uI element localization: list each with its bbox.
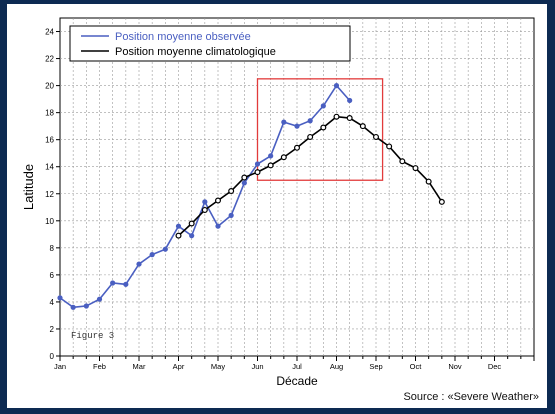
- y-tick-label: 24: [45, 28, 54, 37]
- y-tick-label: 20: [45, 82, 54, 91]
- legend-label-observed: Position moyenne observée: [115, 31, 251, 43]
- observed-point: [307, 118, 313, 124]
- climatological-point: [438, 198, 445, 205]
- y-tick-label: 14: [45, 163, 54, 172]
- x-axis: Jan Feb Mar Apr May Jun Jul Aug Sep Oct Nov Dec: [54, 356, 535, 371]
- chart-panel: 0 2 4 6 8 10 12 14 16 18 20 22 24 Jan Feb Mar Apr May Jun…: [7, 4, 547, 408]
- series-group: [57, 83, 445, 310]
- observed-point: [136, 261, 142, 267]
- observed-point: [268, 153, 274, 159]
- y-tick-label: 2: [50, 325, 55, 334]
- observed-point: [254, 161, 261, 167]
- observed-point: [320, 103, 326, 109]
- x-axis-label: Décade: [276, 374, 318, 388]
- y-tick-label: 0: [50, 352, 55, 361]
- legend: Position moyenne observée Position moyen…: [69, 25, 351, 62]
- climatological-point: [175, 232, 182, 239]
- observed-point: [123, 281, 129, 287]
- observed-point: [57, 295, 63, 301]
- x-tick-label: Mar: [133, 362, 146, 371]
- climatological-point: [399, 158, 406, 165]
- figure-annotation: Figure 3: [71, 331, 114, 341]
- climatological-point: [333, 113, 340, 120]
- legend-box: [69, 25, 351, 62]
- highlight-box: [256, 78, 384, 181]
- y-tick-label: 22: [45, 55, 54, 64]
- y-tick-label: 16: [45, 136, 54, 145]
- climatological-point: [346, 115, 353, 122]
- y-tick-label: 12: [45, 190, 54, 199]
- climatological-point: [359, 123, 366, 130]
- source-note: Source : «Severe Weather»: [403, 391, 539, 403]
- observed-point: [70, 304, 76, 310]
- x-tick-label: Oct: [410, 362, 423, 371]
- y-tick-label: 4: [50, 298, 55, 307]
- climatological-point: [294, 144, 301, 151]
- y-tick-label: 10: [45, 217, 54, 226]
- climatological-point: [280, 154, 287, 161]
- x-tick-label: Dec: [488, 362, 502, 371]
- y-tick-label: 6: [50, 271, 55, 280]
- observed-point: [215, 223, 221, 229]
- climatological-point: [425, 178, 432, 185]
- x-tick-label: Jun: [251, 362, 263, 371]
- x-tick-label: May: [211, 362, 225, 371]
- y-axis-label: Latitude: [21, 164, 36, 210]
- x-tick-label: Jul: [292, 362, 302, 371]
- x-tick-label: Feb: [93, 362, 106, 371]
- climatological-point: [228, 188, 235, 195]
- climatological-point: [201, 206, 208, 213]
- climatological-point: [386, 143, 393, 150]
- observed-point: [333, 83, 340, 89]
- observed-point: [241, 180, 247, 186]
- observed-point: [83, 303, 89, 309]
- observed-point: [110, 280, 116, 286]
- climatological-point: [320, 124, 327, 131]
- climatological-point: [373, 133, 380, 140]
- observed-point: [228, 212, 234, 218]
- climatological-point: [241, 174, 248, 181]
- x-tick-label: Aug: [330, 362, 343, 371]
- observed-point: [96, 296, 103, 302]
- observed-point: [162, 246, 168, 252]
- climatological-point: [254, 169, 261, 176]
- y-tick-label: 18: [45, 109, 54, 118]
- observed-point: [175, 223, 182, 229]
- observed-point: [149, 252, 155, 258]
- observed-point: [347, 97, 353, 104]
- observed-point: [189, 233, 195, 239]
- climatological-point: [412, 165, 419, 172]
- x-tick-label: Jan: [54, 362, 66, 371]
- observed-point: [281, 119, 287, 125]
- x-tick-label: Nov: [448, 362, 462, 371]
- observed-point: [294, 123, 300, 129]
- climatological-point: [267, 162, 274, 169]
- x-tick-label: Sep: [369, 362, 382, 371]
- climatological-point: [307, 133, 314, 140]
- y-tick-label: 8: [50, 244, 55, 253]
- climatological-point: [215, 197, 222, 204]
- legend-label-climatological: Position moyenne climatologique: [115, 46, 276, 58]
- x-tick-label: Apr: [173, 362, 185, 371]
- climatological-point: [188, 220, 195, 227]
- observed-point: [202, 199, 208, 205]
